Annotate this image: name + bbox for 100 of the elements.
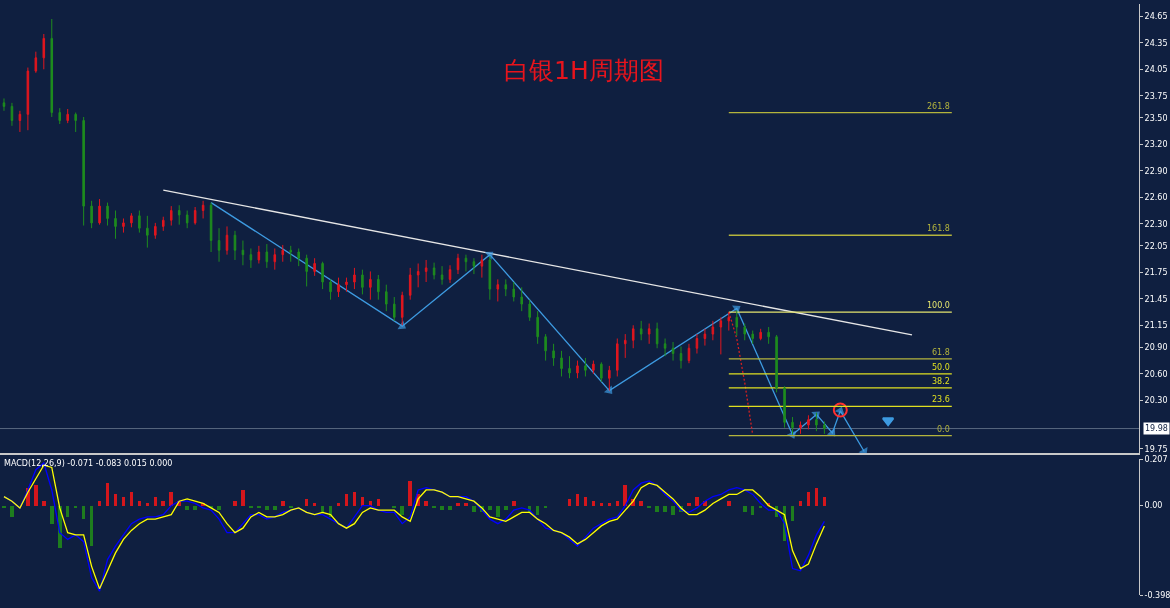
candlestick <box>225 225 229 256</box>
bar <box>345 494 348 507</box>
candlestick <box>329 278 332 301</box>
bar <box>281 501 285 507</box>
bar <box>353 492 356 507</box>
candlestick <box>783 385 786 429</box>
candlestick <box>687 343 691 364</box>
candlestick <box>711 320 715 341</box>
y-tick-label: 24.05 <box>1144 65 1168 75</box>
candlestick <box>623 333 627 359</box>
candlestick <box>759 328 762 341</box>
candlestick <box>807 414 810 430</box>
bar <box>496 506 500 518</box>
line-series <box>728 311 754 436</box>
bar <box>663 506 667 513</box>
bar <box>647 506 651 509</box>
bar <box>313 503 316 507</box>
candlestick <box>297 247 300 267</box>
candlestick <box>34 51 38 74</box>
bar <box>448 506 452 511</box>
candlestick <box>472 257 476 275</box>
y-tick-label: 21.75 <box>1144 268 1168 278</box>
bar <box>592 501 595 507</box>
candlestick <box>560 350 563 377</box>
bar <box>146 503 149 507</box>
y-tick-label: 23.75 <box>1144 91 1168 101</box>
y-tick-label: 19.75 <box>1144 444 1168 454</box>
bar <box>305 499 308 507</box>
candlestick <box>265 243 269 269</box>
bar <box>154 497 157 507</box>
bar <box>456 503 460 507</box>
bar <box>82 506 85 520</box>
candlestick <box>432 262 436 280</box>
point <box>881 417 895 427</box>
bar <box>759 506 762 509</box>
candlestick <box>58 107 62 125</box>
candlestick <box>520 286 523 312</box>
bar <box>233 501 237 507</box>
candlestick <box>464 254 468 272</box>
series-label: 23.6 <box>932 395 950 404</box>
bar <box>241 490 245 507</box>
bar <box>265 506 269 511</box>
bar <box>639 501 643 507</box>
series-label: 100.0 <box>927 301 950 310</box>
bar <box>289 506 293 509</box>
bar <box>512 501 516 507</box>
candlestick <box>273 247 277 271</box>
candlestick <box>448 264 452 284</box>
candlestick <box>679 345 683 370</box>
bar <box>695 497 699 507</box>
point <box>397 320 406 330</box>
candlestick <box>26 67 30 131</box>
bar <box>400 506 404 516</box>
candlestick <box>568 355 571 379</box>
bar <box>751 506 754 516</box>
candlestick <box>496 278 500 302</box>
bar <box>807 492 810 507</box>
candlestick <box>592 360 595 375</box>
candlestick <box>751 330 754 345</box>
candlestick <box>369 270 372 301</box>
bar <box>488 506 492 511</box>
candlestick <box>424 259 428 283</box>
candlestick <box>249 247 253 269</box>
candlestick <box>480 254 484 279</box>
candlestick <box>154 222 157 240</box>
candlestick <box>791 416 794 436</box>
bar <box>544 506 547 509</box>
candlestick <box>209 202 213 253</box>
candlestick <box>536 310 539 345</box>
bar <box>815 488 818 507</box>
bar <box>536 506 539 516</box>
candlestick <box>576 360 579 379</box>
candlestick <box>799 420 802 435</box>
candlestick <box>528 299 531 322</box>
candlestick <box>631 324 635 349</box>
candlestick <box>98 198 101 226</box>
candlestick <box>169 205 173 227</box>
candlestick <box>408 267 412 301</box>
candlestick <box>82 116 85 227</box>
point <box>832 402 848 418</box>
candlestick <box>703 328 707 347</box>
bar <box>799 501 802 507</box>
bar <box>791 506 794 522</box>
candlestick <box>488 255 492 301</box>
bar <box>392 506 396 509</box>
y-tick-label: 23.50 <box>1144 113 1168 123</box>
bar <box>106 483 109 507</box>
bar <box>408 481 412 507</box>
bar <box>90 506 93 547</box>
candlestick <box>305 254 308 287</box>
bar <box>66 506 69 518</box>
bar <box>424 501 428 507</box>
y-tick-label: 21.15 <box>1144 321 1168 331</box>
candlestick <box>361 269 364 295</box>
candlestick <box>655 322 659 349</box>
series-label: 261.8 <box>927 102 950 111</box>
candlestick <box>185 210 189 229</box>
candlestick <box>456 253 460 275</box>
bar <box>727 501 731 507</box>
bar <box>273 506 277 511</box>
